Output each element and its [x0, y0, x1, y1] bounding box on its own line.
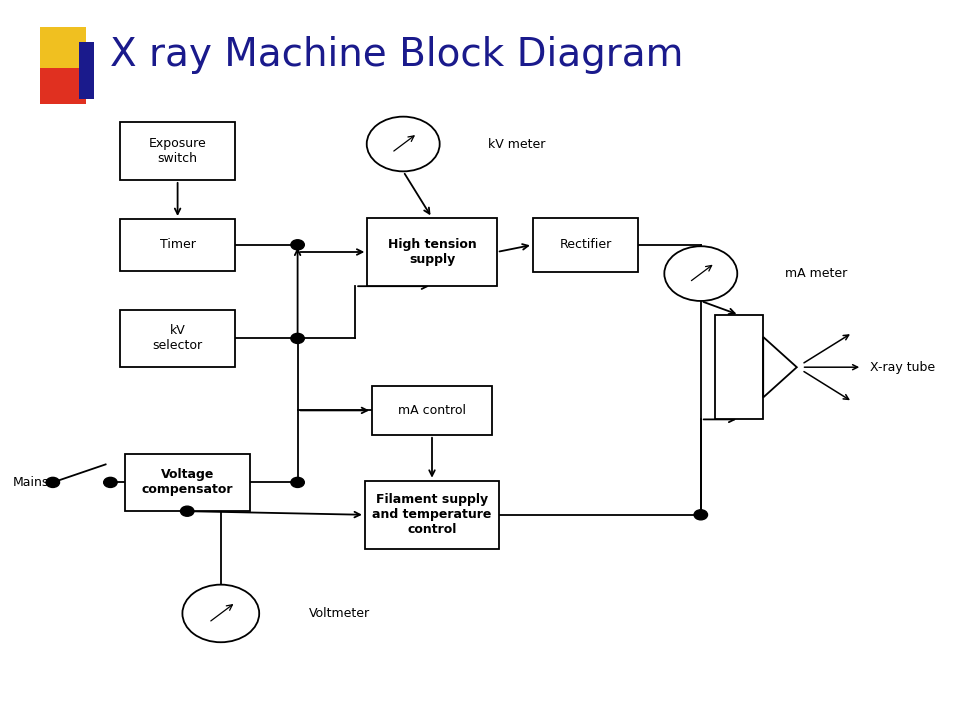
Circle shape [291, 240, 304, 250]
Text: kV
selector: kV selector [153, 325, 203, 352]
FancyBboxPatch shape [79, 42, 94, 99]
Circle shape [694, 510, 708, 520]
Text: X ray Machine Block Diagram: X ray Machine Block Diagram [110, 36, 684, 73]
Text: mA control: mA control [398, 404, 466, 417]
Text: Timer: Timer [159, 238, 196, 251]
Circle shape [46, 477, 60, 487]
Text: mA meter: mA meter [785, 267, 848, 280]
Text: Filament supply
and temperature
control: Filament supply and temperature control [372, 493, 492, 536]
Text: X-ray tube: X-ray tube [870, 361, 935, 374]
Text: Mains: Mains [12, 476, 49, 489]
FancyBboxPatch shape [120, 122, 235, 180]
Text: Voltmeter: Voltmeter [309, 607, 371, 620]
Circle shape [664, 246, 737, 301]
FancyBboxPatch shape [372, 386, 492, 435]
Circle shape [291, 333, 304, 343]
Text: kV meter: kV meter [488, 138, 545, 150]
FancyBboxPatch shape [367, 218, 497, 287]
FancyBboxPatch shape [120, 310, 235, 367]
FancyBboxPatch shape [533, 218, 638, 271]
Circle shape [104, 477, 117, 487]
FancyBboxPatch shape [40, 27, 86, 76]
FancyBboxPatch shape [365, 481, 499, 549]
Circle shape [291, 477, 304, 487]
Text: High tension
supply: High tension supply [388, 238, 476, 266]
Circle shape [180, 506, 194, 516]
Text: Voltage
compensator: Voltage compensator [141, 469, 233, 496]
Text: Exposure
switch: Exposure switch [149, 138, 206, 165]
FancyBboxPatch shape [120, 219, 235, 271]
FancyBboxPatch shape [715, 315, 763, 419]
FancyBboxPatch shape [40, 68, 86, 104]
FancyBboxPatch shape [125, 454, 250, 511]
Circle shape [367, 117, 440, 171]
Text: Rectifier: Rectifier [560, 238, 612, 251]
Circle shape [182, 585, 259, 642]
